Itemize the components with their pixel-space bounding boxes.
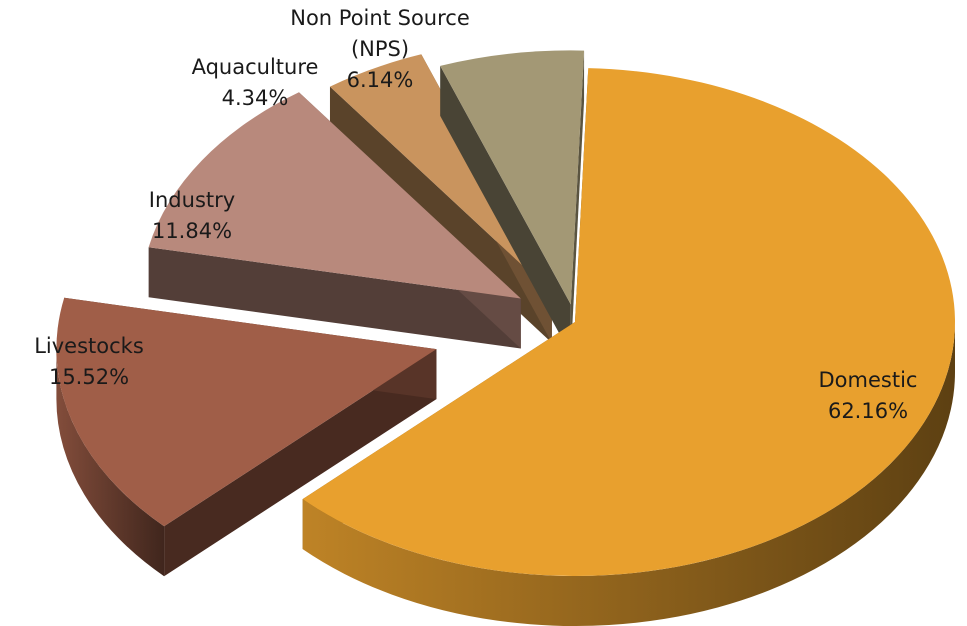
- slice-top: [440, 50, 585, 305]
- slice-label-aquaculture: Aquaculture 4.34%: [192, 55, 319, 110]
- slice-wall: [570, 50, 585, 355]
- slice-value-label: 15.52%: [49, 365, 129, 389]
- slice-top: [56, 297, 437, 527]
- slice-wall: [148, 247, 521, 349]
- labels-layer: Domestic 62.16% Livestocks 15.52% Industry 11…: [34, 6, 917, 423]
- slice-name-label: Non Point Source: [290, 6, 469, 30]
- slice-wall: [164, 349, 437, 577]
- slice-label-industry: Industry 11.84%: [149, 188, 235, 243]
- slice-name-label: Livestocks: [34, 334, 144, 358]
- slice-value-label: 4.34%: [222, 86, 289, 110]
- slice-domestic: [302, 68, 956, 626]
- slice-side: [56, 349, 165, 577]
- slice-name-label: (NPS): [351, 37, 409, 61]
- slice-value-label: 11.84%: [152, 219, 232, 243]
- slice-top: [148, 92, 521, 299]
- slice-name-label: Industry: [149, 188, 235, 212]
- slice-wall: [440, 65, 571, 355]
- slice-label-livestocks: Livestocks 15.52%: [34, 334, 144, 389]
- slice-top: [302, 68, 956, 577]
- slice-top: [329, 54, 552, 293]
- slice-name-label: Aquaculture: [192, 55, 319, 79]
- slices-layer: [56, 50, 956, 626]
- slice-side: [302, 322, 955, 626]
- slice-value-label: 6.14%: [347, 68, 414, 92]
- slice-name-label: Domestic: [819, 368, 918, 392]
- slice-industry: [148, 92, 521, 349]
- slice-value-label: 62.16%: [828, 399, 908, 423]
- slice-livestocks: [56, 297, 437, 577]
- slice-label-domestic: Domestic 62.16%: [819, 368, 918, 423]
- slice-label-non-point-source-nps: Non Point Source (NPS) 6.14%: [290, 6, 469, 92]
- slice-non-point-source-nps: [440, 50, 585, 355]
